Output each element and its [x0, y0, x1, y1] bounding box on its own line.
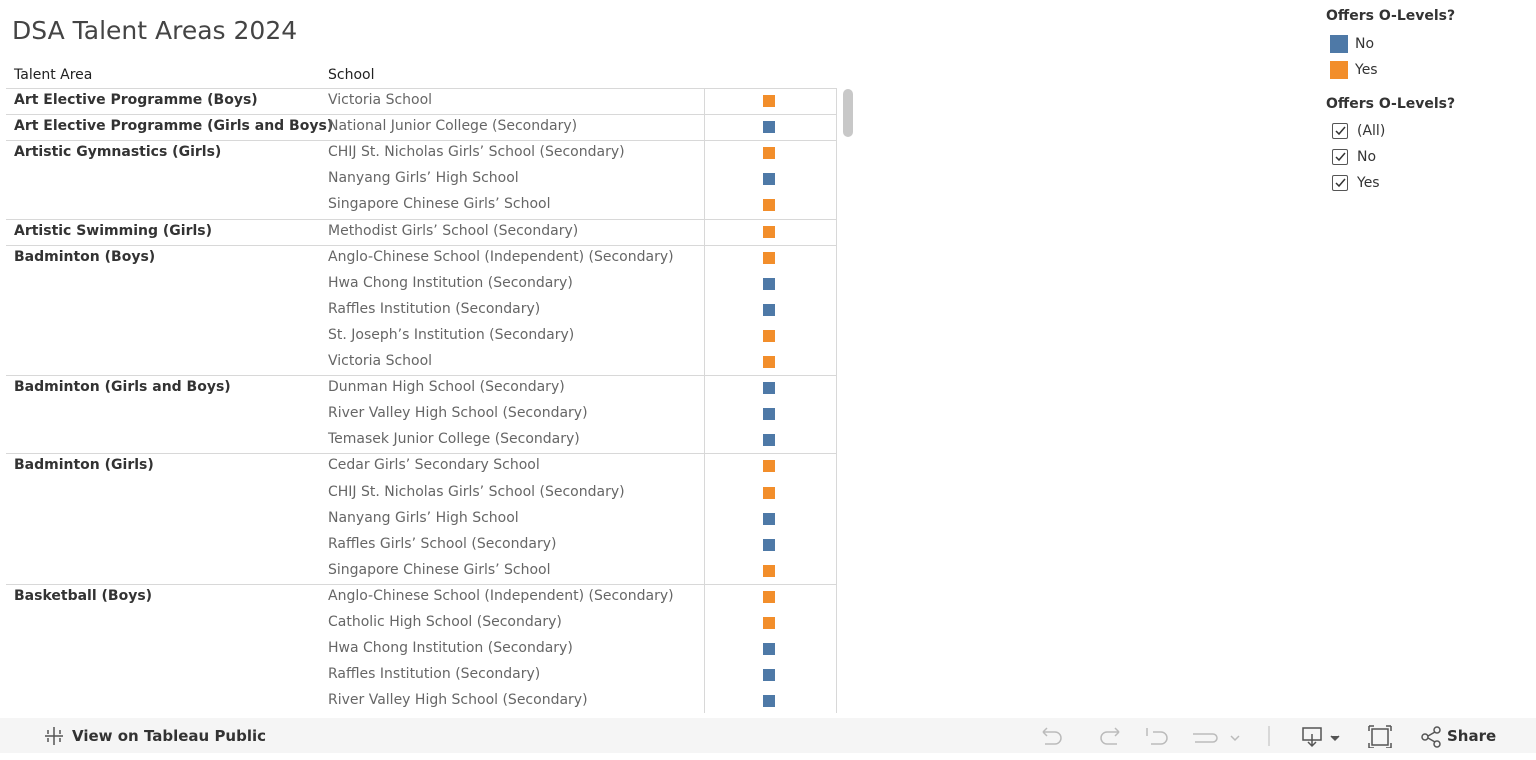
school-name: Dunman High School (Secondary) — [328, 379, 565, 396]
talent-area: Artistic Swimming (Girls) — [14, 222, 213, 239]
school-name: Cedar Girls’ Secondary School — [328, 457, 540, 474]
offers-mark — [763, 199, 775, 212]
filter-title: Offers O-Levels? — [1326, 96, 1456, 112]
offers-mark — [763, 95, 775, 107]
column-divider — [704, 88, 705, 713]
school-name: River Valley High School (Secondary) — [328, 692, 588, 709]
offers-mark — [763, 486, 775, 499]
column-divider — [836, 88, 837, 713]
offers-mark — [763, 303, 775, 316]
checkbox[interactable] — [1332, 175, 1348, 191]
offers-mark — [763, 121, 775, 134]
school-name: Anglo-Chinese School (Independent) (Seco… — [328, 587, 674, 604]
legend-label: Yes — [1355, 62, 1378, 78]
offers-mark — [763, 356, 775, 368]
talent-area: Badminton (Girls) — [14, 457, 154, 474]
school-name: Victoria School — [328, 92, 433, 108]
offers-mark — [763, 251, 775, 264]
school-name: Methodist Girls’ School (Secondary) — [328, 222, 579, 239]
offers-mark — [763, 643, 775, 656]
column-header: Talent Area — [14, 67, 93, 83]
talent-area: Badminton (Girls and Boys) — [14, 379, 231, 396]
group-separator — [6, 375, 837, 377]
offers-mark — [763, 617, 775, 629]
talent-area: Art Elective Programme (Boys) — [14, 92, 258, 108]
filter-option[interactable]: No — [1357, 149, 1377, 165]
school-name: St. Joseph’s Institution (Secondary) — [328, 326, 575, 343]
school-name: Raffles Institution (Secondary) — [328, 300, 541, 317]
offers-mark — [763, 564, 775, 577]
offers-mark — [763, 538, 775, 551]
school-name: Nanyang Girls’ High School — [328, 170, 519, 187]
group-separator — [6, 453, 837, 455]
school-name: Singapore Chinese Girls’ School — [328, 561, 551, 578]
legend-swatch — [1330, 35, 1348, 53]
checkbox[interactable] — [1332, 123, 1348, 139]
school-name: River Valley High School (Secondary) — [328, 405, 588, 422]
school-name: Catholic High School (Secondary) — [328, 614, 562, 630]
filter-option[interactable]: (All) — [1357, 123, 1386, 139]
checkbox[interactable] — [1332, 149, 1348, 165]
tableau-icon — [45, 727, 63, 745]
offers-mark — [763, 590, 775, 603]
school-name: Hwa Chong Institution (Secondary) — [328, 274, 573, 291]
offers-mark — [763, 512, 775, 525]
legend-swatch — [1330, 61, 1348, 79]
talent-area: Basketball (Boys) — [14, 587, 153, 604]
offers-mark — [763, 408, 775, 421]
school-name: Raffles Girls’ School (Secondary) — [328, 535, 557, 552]
table: Art Elective Programme (Boys) Victoria Sc… — [6, 88, 840, 713]
school-name: CHIJ St. Nicholas Girls’ School (Seconda… — [328, 483, 625, 500]
offers-mark — [763, 277, 775, 290]
offers-mark — [763, 329, 775, 342]
group-separator — [6, 114, 837, 116]
offers-mark — [763, 434, 775, 447]
offers-mark — [763, 147, 775, 160]
offers-mark — [763, 695, 775, 708]
share-button[interactable]: Share — [1447, 727, 1497, 745]
school-name: Temasek Junior College (Secondary) — [328, 431, 580, 448]
legend-label: No — [1355, 36, 1375, 52]
dashboard-title: DSA Talent Areas 2024 — [12, 16, 298, 45]
offers-mark — [763, 173, 775, 186]
school-name: Anglo-Chinese School (Independent) (Seco… — [328, 248, 674, 265]
group-separator — [6, 88, 837, 89]
legend-title: Offers O-Levels? — [1326, 8, 1456, 24]
scrollbar[interactable] — [843, 89, 853, 137]
school-name: National Junior College (Secondary) — [328, 118, 578, 135]
view-link[interactable]: View on Tableau Public — [72, 727, 267, 745]
talent-area: Art Elective Programme (Girls and Boys) — [14, 118, 334, 135]
filter-option[interactable]: Yes — [1357, 175, 1380, 191]
group-separator — [6, 244, 837, 246]
toolbar-icons — [1042, 725, 1441, 748]
talent-area: Artistic Gymnastics (Girls) — [14, 144, 222, 161]
group-separator — [6, 218, 837, 220]
school-name: Hwa Chong Institution (Secondary) — [328, 640, 573, 657]
talent-area: Badminton (Boys) — [14, 248, 156, 265]
group-separator — [6, 583, 837, 585]
offers-mark — [763, 225, 775, 238]
toolbar: View on Tableau Public Share — [0, 718, 1536, 753]
offers-mark — [763, 669, 775, 682]
column-header: School — [328, 67, 375, 83]
school-name: Nanyang Girls’ High School — [328, 509, 519, 526]
offers-mark — [763, 460, 775, 473]
school-name: CHIJ St. Nicholas Girls’ School (Seconda… — [328, 144, 625, 161]
school-name: Victoria School — [328, 353, 433, 369]
school-name: Singapore Chinese Girls’ School — [328, 196, 551, 213]
group-separator — [6, 140, 837, 142]
school-name: Raffles Institution (Secondary) — [328, 666, 541, 683]
offers-mark — [763, 382, 775, 395]
